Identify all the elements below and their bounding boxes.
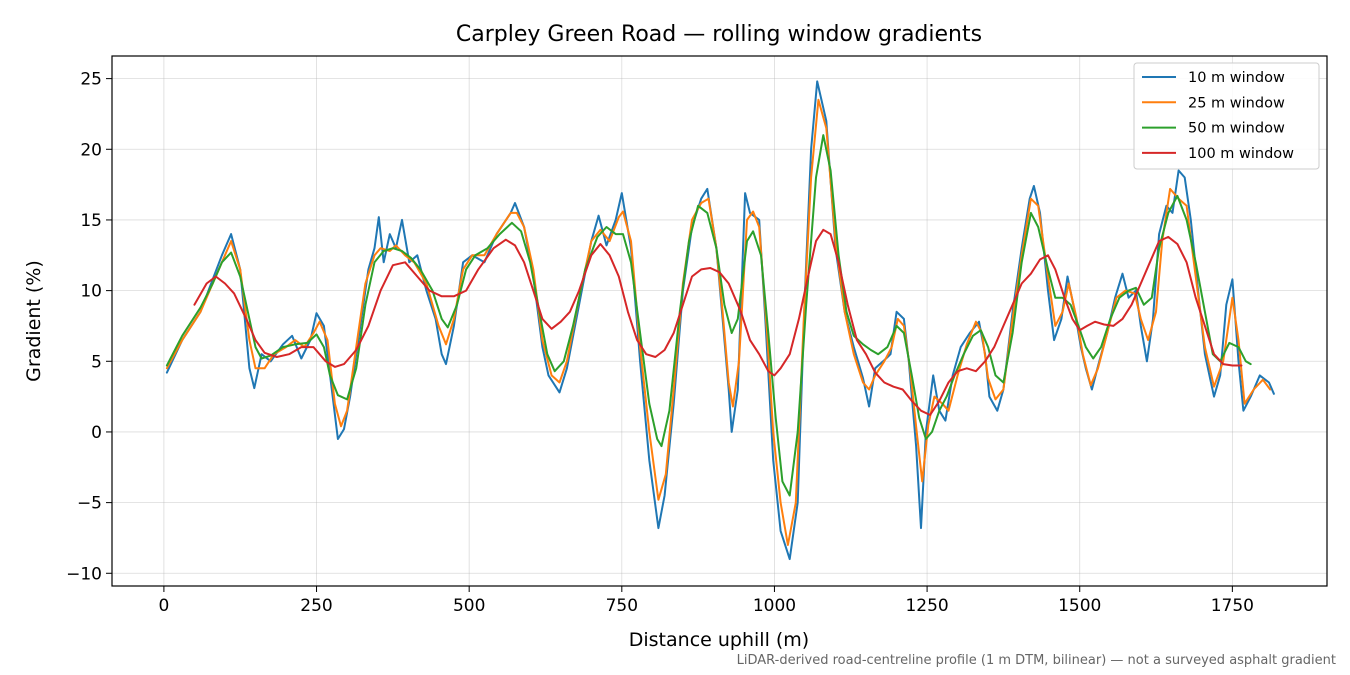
x-tick-label: 0 xyxy=(158,596,169,616)
footnote: LiDAR-derived road-centreline profile (1… xyxy=(737,653,1336,668)
y-tick-label: −5 xyxy=(77,494,102,514)
y-tick-label: 10 xyxy=(80,282,102,302)
legend-box xyxy=(1133,62,1320,170)
legend-label-1: 25 m window xyxy=(1188,95,1285,111)
x-tick-label: 1750 xyxy=(1211,596,1254,616)
x-tick-label: 1000 xyxy=(753,596,796,616)
x-tick-label: 1500 xyxy=(1058,596,1101,616)
x-axis-ticks: 0 250 500 750 1000 1250 1500 1750 xyxy=(158,586,1254,616)
x-tick-label: 250 xyxy=(300,596,332,616)
series-line-3 xyxy=(193,228,1243,416)
y-tick-label: 15 xyxy=(80,211,102,231)
x-tick-label: 500 xyxy=(453,596,485,616)
series-line-0 xyxy=(165,80,1275,561)
y-tick-label: 0 xyxy=(91,423,102,443)
series-line-1 xyxy=(165,98,1272,546)
y-tick-label: 5 xyxy=(91,352,102,372)
plot-frame xyxy=(111,55,1328,587)
y-tick-label: 20 xyxy=(80,140,102,160)
legend: 10 m window 25 m window 50 m window 100 m w… xyxy=(1133,62,1320,170)
x-axis-label: Distance uphill (m) xyxy=(629,629,809,651)
x-tick-label: 750 xyxy=(606,596,638,616)
legend-label-2: 50 m window xyxy=(1188,121,1285,137)
legend-label-0: 10 m window xyxy=(1188,70,1285,86)
legend-label-3: 100 m window xyxy=(1188,146,1294,162)
y-axis-ticks: −10 −5 0 5 10 15 20 25 xyxy=(66,70,112,584)
chart-title: Carpley Green Road — rolling window grad… xyxy=(456,22,982,47)
y-tick-label: −10 xyxy=(66,564,102,584)
y-tick-label: 25 xyxy=(80,70,102,90)
series-lines xyxy=(165,80,1275,561)
x-tick-label: 1250 xyxy=(905,596,948,616)
legend-entries: 10 m window 25 m window 50 m window 100 m w… xyxy=(1142,70,1294,162)
y-axis-label: Gradient (%) xyxy=(23,260,45,382)
